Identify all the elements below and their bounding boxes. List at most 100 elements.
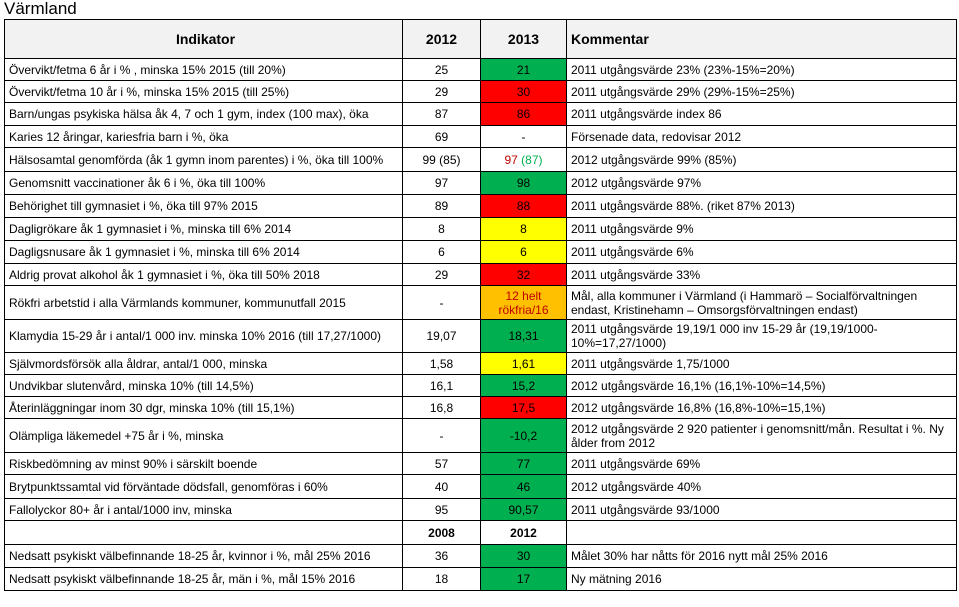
table-row: Olämpliga läkemedel +75 år i %, minska - -… xyxy=(4,418,957,453)
table-header-row: Indikator 2012 2013 Kommentar xyxy=(4,19,957,59)
kommentar-cell: 2011 utgångsvärde index 86 xyxy=(566,102,957,126)
kommentar-cell: 2011 utgångsvärde 88%. (riket 87% 2013) xyxy=(566,194,957,218)
indikator-cell: Olämpliga läkemedel +75 år i %, minska xyxy=(4,418,403,453)
table-row: Nedsatt psykiskt välbefinnande 18-25 år,… xyxy=(4,544,957,568)
indikator-cell: Karies 12 åringar, kariesfria barn i %, … xyxy=(4,125,403,148)
value-2012-cell: 89 xyxy=(402,194,481,218)
kommentar-cell: 2012 utgångsvärde 2 920 patienter i geno… xyxy=(566,418,957,453)
header-2012: 2012 xyxy=(402,19,481,59)
header-2012-b: 2012 xyxy=(480,520,567,545)
value-2012-cell: 29 xyxy=(402,80,481,103)
table-row: Dagligrökare åk 1 gymnasiet i %, minska … xyxy=(4,217,957,241)
indikator-cell: Dagligsnusare åk 1 gymnasiet i %, minska… xyxy=(4,240,403,264)
kommentar-cell: 2012 utgångsvärde 99% (85%) xyxy=(566,147,957,172)
value-2013-cell: 88 xyxy=(480,194,567,218)
value-2012-cell: 87 xyxy=(402,102,481,126)
indikator-cell: Fallolyckor 80+ år i antal/1000 inv, min… xyxy=(4,498,403,521)
header-indikator: Indikator xyxy=(4,19,403,59)
indikator-cell: Återinläggningar inom 30 dgr, minska 10%… xyxy=(4,396,403,419)
value-2012-cell: 16,8 xyxy=(402,396,481,419)
table-row: Nedsatt psykiskt välbefinnande 18-25 år,… xyxy=(4,567,957,591)
kommentar-cell: 2011 utgångsvärde 1,75/1000 xyxy=(566,352,957,375)
table-row: Klamydia 15-29 år i antal/1 000 inv. min… xyxy=(4,319,957,353)
value-2012-cell: 17 xyxy=(480,567,567,591)
value-2013-cell: 17,5 xyxy=(480,396,567,419)
value-2013-cell: 15,2 xyxy=(480,374,567,397)
value-2013-cell: 6 xyxy=(480,240,567,264)
table-row: Övervikt/fetma 10 år i %, minska 15% 201… xyxy=(4,80,957,103)
value-2012-cell: 97 xyxy=(402,171,481,195)
value-2012-cell: 30 xyxy=(480,544,567,568)
value-2013-cell: 30 xyxy=(480,80,567,103)
value-2013-cell: 97 (87) xyxy=(480,147,567,172)
table-row: Fallolyckor 80+ år i antal/1000 inv, min… xyxy=(4,498,957,521)
kommentar-cell: 2012 utgångsvärde 16,8% (16,8%-10%=15,1%… xyxy=(566,396,957,419)
indikator-cell: Nedsatt psykiskt välbefinnande 18-25 år,… xyxy=(4,567,403,591)
value-2013-cell: 46 xyxy=(480,474,567,499)
header-2008: 2008 xyxy=(402,520,481,545)
value-2013-cell: 1,61 xyxy=(480,352,567,375)
kommentar-cell: 2011 utgångsvärde 93/1000 xyxy=(566,498,957,521)
table-subheader-row: 2008 2012 xyxy=(4,520,957,545)
indikator-cell: Hälsosamtal genomförda (åk 1 gymn inom p… xyxy=(4,147,403,172)
kommentar-cell: 2011 utgångsvärde 69% xyxy=(566,452,957,475)
kommentar-cell: 2011 utgångsvärde 33% xyxy=(566,263,957,286)
indikator-cell: Aldrig provat alkohol åk 1 gymnasiet i %… xyxy=(4,263,403,286)
indikator-cell: Undvikbar slutenvård, minska 10% (till 1… xyxy=(4,374,403,397)
table-row: Karies 12 åringar, kariesfria barn i %, … xyxy=(4,125,957,148)
indikator-cell: Nedsatt psykiskt välbefinnande 18-25 år,… xyxy=(4,544,403,568)
indikator-cell: Barn/ungas psykiska hälsa åk 4, 7 och 1 … xyxy=(4,102,403,126)
kommentar-cell: 2012 utgångsvärde 16,1% (16,1%-10%=14,5%… xyxy=(566,374,957,397)
value-2013-cell: -10,2 xyxy=(480,418,567,453)
value-2012-cell: 8 xyxy=(402,217,481,241)
value-2013-cell: 12 helt rökfria/16 xyxy=(480,285,567,320)
indikator-cell: Genomsnitt vaccinationer åk 6 i %, öka t… xyxy=(4,171,403,195)
kommentar-cell: Målet 30% har nåtts för 2016 nytt mål 25… xyxy=(566,544,957,568)
kommentar-cell: 2011 utgångsvärde 6% xyxy=(566,240,957,264)
kommentar-cell: Försenade data, redovisar 2012 xyxy=(566,125,957,148)
kommentar-cell: 2011 utgångsvärde 23% (23%-15%=20%) xyxy=(566,58,957,81)
header-2013: 2013 xyxy=(480,19,567,59)
value-2013-cell: 32 xyxy=(480,263,567,286)
value-2008-cell: 18 xyxy=(402,567,481,591)
table-row: Riskbedömning av minst 90% i särskilt bo… xyxy=(4,452,957,475)
value-2013-gym: (87) xyxy=(521,152,543,167)
value-2012-cell: 29 xyxy=(402,263,481,286)
table-row: Undvikbar slutenvård, minska 10% (till 1… xyxy=(4,374,957,397)
value-2013-main: 97 xyxy=(504,152,518,167)
value-2013-line: rökfria/16 xyxy=(498,302,549,317)
table-row: Genomsnitt vaccinationer åk 6 i %, öka t… xyxy=(4,171,957,195)
table-row: Aldrig provat alkohol åk 1 gymnasiet i %… xyxy=(4,263,957,286)
table-row: Återinläggningar inom 30 dgr, minska 10%… xyxy=(4,396,957,419)
page-title: Värmland xyxy=(4,0,77,18)
kommentar-cell: 2012 utgångsvärde 40% xyxy=(566,474,957,499)
value-2012-cell: 99 (85) xyxy=(402,147,481,172)
indikator-cell: Brytpunktssamtal vid förväntade dödsfall… xyxy=(4,474,403,499)
kommentar-cell: 2012 utgångsvärde 97% xyxy=(566,171,957,195)
subheader-blank xyxy=(4,520,403,545)
indikator-cell: Klamydia 15-29 år i antal/1 000 inv. min… xyxy=(4,319,403,353)
kommentar-cell: 2011 utgångsvärde 9% xyxy=(566,217,957,241)
value-2008-cell: 36 xyxy=(402,544,481,568)
value-2013-cell: 8 xyxy=(480,217,567,241)
value-2012-cell: - xyxy=(402,285,481,320)
table-row: Barn/ungas psykiska hälsa åk 4, 7 och 1 … xyxy=(4,102,957,126)
table-row: Övervikt/fetma 6 år i % , minska 15% 201… xyxy=(4,58,957,81)
header-kommentar: Kommentar xyxy=(566,19,957,59)
value-2012-cell: 25 xyxy=(402,58,481,81)
value-2013-cell: 77 xyxy=(480,452,567,475)
indikator-cell: Rökfri arbetstid i alla Värmlands kommun… xyxy=(4,285,403,320)
value-2012-cell: 95 xyxy=(402,498,481,521)
subheader-blank-kommentar xyxy=(566,520,957,545)
value-2012-cell: 40 xyxy=(402,474,481,499)
value-2012-cell: 6 xyxy=(402,240,481,264)
value-2012-cell: 19,07 xyxy=(402,319,481,353)
kommentar-cell: Ny mätning 2016 xyxy=(566,567,957,591)
kommentar-cell: 2011 utgångsvärde 19,19/1 000 inv 15-29 … xyxy=(566,319,957,353)
value-2013-cell: 18,31 xyxy=(480,319,567,353)
indikator-cell: Dagligrökare åk 1 gymnasiet i %, minska … xyxy=(4,217,403,241)
value-2012-cell: 69 xyxy=(402,125,481,148)
value-2012-cell: - xyxy=(402,418,481,453)
table-row: Självmordsförsök alla åldrar, antal/1 00… xyxy=(4,352,957,375)
table-row: Brytpunktssamtal vid förväntade dödsfall… xyxy=(4,474,957,499)
